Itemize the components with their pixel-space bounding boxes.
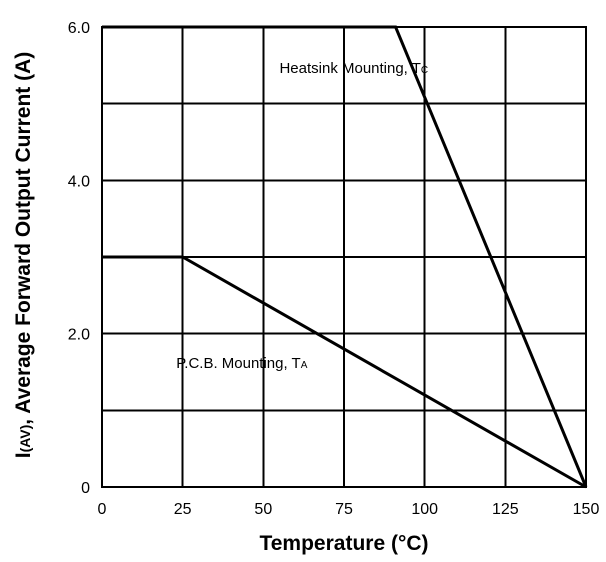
series-line-0 [102,25,588,488]
x-tick-label-0: 0 [98,501,107,518]
x-tick-label-6: 150 [573,501,600,518]
tick-labels: 0 25 50 75 100 125 150 0 2.0 4.0 6.0 [68,20,600,518]
y-axis-label-main: I [12,452,35,458]
series-annotation-0: Heatsink Mounting, TC [279,60,428,77]
series-lines [102,25,588,489]
x-tick-label-4: 100 [411,501,438,518]
y-axis-label-rest: , Average Forward Output Current (A) [12,52,35,425]
x-tick-label-2: 50 [254,501,272,518]
series-annotation-main-1: P.C.B. Mounting, T [176,355,301,372]
y-tick-label-2: 4.0 [68,173,90,190]
x-axis-label: Temperature (°C) [259,532,428,555]
y-tick-label-1: 2.0 [68,327,90,344]
x-tick-label-3: 75 [335,501,353,518]
y-axis-label: I(AV), Average Forward Output Current (A… [12,52,35,459]
series-annotation-sub-1: A [301,360,308,371]
annotations: Heatsink Mounting, TC P.C.B. Mounting, TA [176,60,428,372]
y-tick-label-3: 6.0 [68,20,90,37]
x-tick-label-1: 25 [174,501,192,518]
series-line-1 [102,255,587,489]
series-annotation-1: P.C.B. Mounting, TA [176,355,308,372]
y-tick-label-0: 0 [81,480,90,497]
y-axis-label-sub: (AV) [17,425,33,453]
series-annotation-sub-0: C [421,65,428,76]
x-tick-label-5: 125 [492,501,519,518]
series-annotation-main-0: Heatsink Mounting, T [279,60,420,77]
